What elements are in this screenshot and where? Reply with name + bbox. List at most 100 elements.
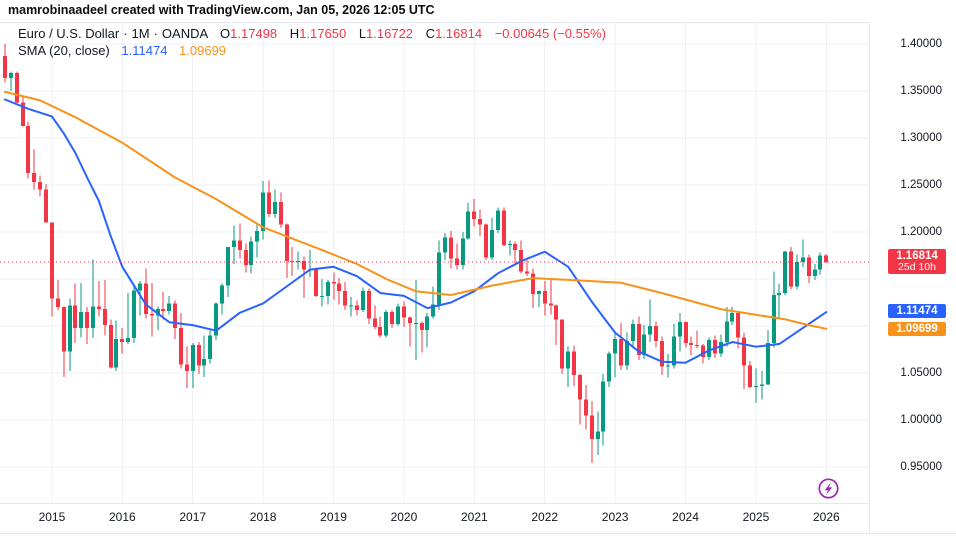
indicator-name: SMA (20, close)	[18, 43, 110, 58]
candle-body	[596, 431, 600, 439]
candle-wick	[514, 241, 516, 264]
candle-body	[220, 285, 224, 304]
legend-separator: ·	[153, 26, 158, 41]
candle-body	[513, 244, 517, 250]
lightning-icon[interactable]	[817, 477, 840, 500]
candle-body	[126, 338, 130, 342]
candle-body	[62, 307, 66, 352]
indicator-legend-row[interactable]: SMA (20, close) 1.11474 1.09699	[18, 42, 606, 59]
bar-countdown: 25d 10h	[898, 260, 936, 273]
candle-wick	[157, 306, 159, 330]
candle-body	[760, 384, 764, 387]
candle-body	[208, 335, 212, 359]
candle-wick	[104, 279, 106, 336]
candle-body	[719, 341, 723, 354]
candle-body	[420, 323, 424, 330]
candle-body	[461, 238, 465, 265]
candle-wick	[456, 243, 458, 270]
candle-body	[3, 56, 7, 78]
candle-body	[202, 358, 206, 366]
v-gridlines	[51, 22, 827, 503]
time-axis-label: 2017	[179, 510, 207, 524]
candle-body	[437, 252, 441, 305]
candle-body	[414, 323, 418, 325]
candle-body	[601, 381, 605, 432]
time-axis-label: 2024	[672, 510, 699, 524]
candle-body	[26, 125, 30, 173]
candle-body	[173, 303, 177, 328]
candle-body	[443, 237, 447, 253]
candle-wick	[139, 280, 141, 316]
candle-body	[701, 345, 705, 358]
candle-body	[161, 309, 165, 311]
time-axis-label: 2021	[460, 510, 488, 524]
candle-body	[584, 399, 588, 416]
candle-body	[578, 374, 582, 400]
candle-body	[56, 298, 60, 308]
candle-body	[244, 249, 248, 265]
candle-wick	[297, 251, 299, 270]
candle-wick	[550, 279, 552, 315]
candle-body	[167, 303, 171, 311]
candle-body	[402, 306, 406, 318]
candle-body	[355, 305, 359, 311]
candle-body	[549, 303, 553, 306]
candle-body	[238, 240, 242, 250]
open-value: 1.17498	[230, 26, 278, 41]
candle-body	[44, 189, 48, 223]
candle-body	[772, 294, 776, 343]
price-axis-label: 1.05000	[900, 367, 942, 379]
high-value: 1.17650	[299, 26, 347, 41]
candle-wick	[98, 280, 100, 317]
candle-body	[384, 311, 388, 336]
candle-body	[742, 337, 746, 366]
candle-wick	[802, 239, 804, 267]
candle-body	[818, 255, 822, 270]
candle-body	[349, 305, 353, 307]
candle-body	[590, 415, 594, 439]
price-axis-label: 1.25000	[900, 179, 942, 191]
candle-body	[637, 324, 641, 356]
candle-body	[138, 283, 142, 291]
candle-body	[725, 321, 729, 342]
candle-body	[109, 325, 113, 368]
time-axis[interactable]: 2015 2016 2017 2018 2019 2020 2021 2022 2023 2024…	[0, 504, 869, 533]
candle-body	[32, 172, 36, 183]
time-axis-label: 2015	[38, 510, 66, 524]
candle-body	[648, 326, 652, 335]
candle-body	[531, 273, 535, 295]
pane-top-border	[0, 22, 956, 23]
credit-line: mamrobinaadeel created with TradingView.…	[8, 3, 435, 17]
candle-body	[766, 342, 770, 385]
change-value: −0.00645 (−0.55%)	[494, 26, 606, 41]
candle-body	[320, 295, 324, 297]
candle-body	[38, 182, 42, 190]
candle-body	[390, 311, 394, 325]
candle-body	[807, 257, 811, 277]
candle-body	[249, 241, 253, 265]
candle-body	[144, 283, 148, 314]
candle-wick	[10, 71, 12, 91]
candle-wick	[614, 332, 616, 378]
low-prefix: L	[358, 26, 367, 41]
candle-body	[408, 317, 412, 324]
candle-body	[232, 240, 236, 248]
candle-wick	[309, 249, 311, 278]
sma-slow-price-label: 1.09699	[888, 321, 946, 336]
price-axis[interactable]: 1.16814 25d 10h 1.11474 1.09699 1.40000 1…	[870, 22, 956, 503]
time-axis-label: 2018	[249, 510, 277, 524]
candle-body	[713, 340, 717, 354]
candle-body	[707, 340, 711, 358]
candle-body	[484, 224, 488, 258]
candle-body	[689, 342, 693, 345]
widget-bottom-border	[0, 533, 956, 534]
candle-body	[754, 386, 758, 388]
time-axis-label: 2026	[812, 510, 840, 524]
symbol-legend-row[interactable]: Euro / U.S. Dollar · 1M · OANDA O1.17498 H1.…	[18, 25, 606, 42]
candle-wick	[509, 240, 511, 256]
candle-body	[496, 210, 500, 231]
candle-wick	[649, 299, 651, 342]
candle-wick	[350, 296, 352, 317]
chart-legend: Euro / U.S. Dollar · 1M · OANDA O1.17498 H1.…	[18, 25, 606, 59]
